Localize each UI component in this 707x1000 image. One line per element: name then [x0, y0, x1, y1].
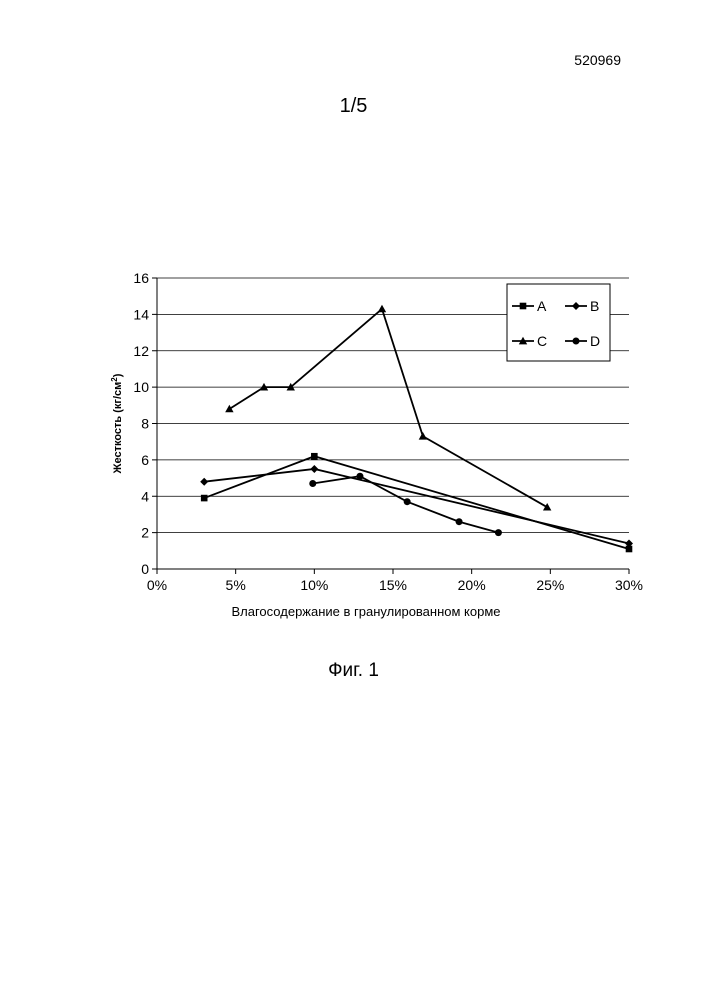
series-c-point: [543, 503, 551, 511]
x-tick-label: 30%: [615, 577, 643, 593]
y-tick-label: 8: [141, 416, 149, 432]
series-c-point: [378, 305, 386, 313]
y-axis-title-close: ): [112, 373, 124, 377]
series-d-point: [309, 480, 316, 487]
y-tick-label: 6: [141, 452, 149, 468]
y-axis-title: Жесткость (кг/см2): [110, 373, 124, 474]
y-tick-label: 10: [133, 379, 149, 395]
y-tick-label: 14: [133, 306, 149, 322]
legend-label-c: C: [537, 333, 547, 349]
series-a-line: [204, 456, 629, 549]
y-tick-label: 0: [141, 561, 149, 577]
series-c-point: [419, 432, 427, 440]
x-axis-title: Влагосодержание в гранулированном корме: [231, 604, 500, 619]
y-tick-label: 4: [141, 488, 149, 504]
series-a: [201, 453, 632, 552]
series-a-point: [311, 453, 318, 460]
x-tick-label: 20%: [458, 577, 486, 593]
series-d-point: [404, 498, 411, 505]
series-b-point: [310, 465, 318, 473]
series-a-point: [201, 495, 208, 502]
legend-label-b: B: [590, 298, 599, 314]
y-axis-title-main: Жесткость (кг/см: [112, 382, 124, 475]
legend-box: [507, 284, 610, 361]
legend-marker-a: [520, 303, 527, 310]
series-d-point: [495, 529, 502, 536]
series-c: [225, 305, 551, 511]
figure-caption: Фиг. 1: [0, 660, 707, 682]
x-tick-label: 0%: [147, 577, 167, 593]
x-tick-label: 25%: [536, 577, 564, 593]
x-tick-label: 15%: [379, 577, 407, 593]
x-tick-label: 10%: [300, 577, 328, 593]
legend-marker-d: [573, 338, 580, 345]
x-tick-label: 5%: [226, 577, 246, 593]
y-tick-label: 2: [141, 525, 149, 541]
y-tick-label: 12: [133, 343, 149, 359]
series-d-point: [456, 518, 463, 525]
legend: A B C D: [507, 284, 610, 361]
series-b-point: [200, 478, 208, 486]
series-d-point: [356, 473, 363, 480]
legend-label-d: D: [590, 333, 600, 349]
series-c-point: [225, 405, 233, 413]
legend-label-a: A: [537, 298, 547, 314]
y-tick-label: 16: [133, 270, 149, 286]
